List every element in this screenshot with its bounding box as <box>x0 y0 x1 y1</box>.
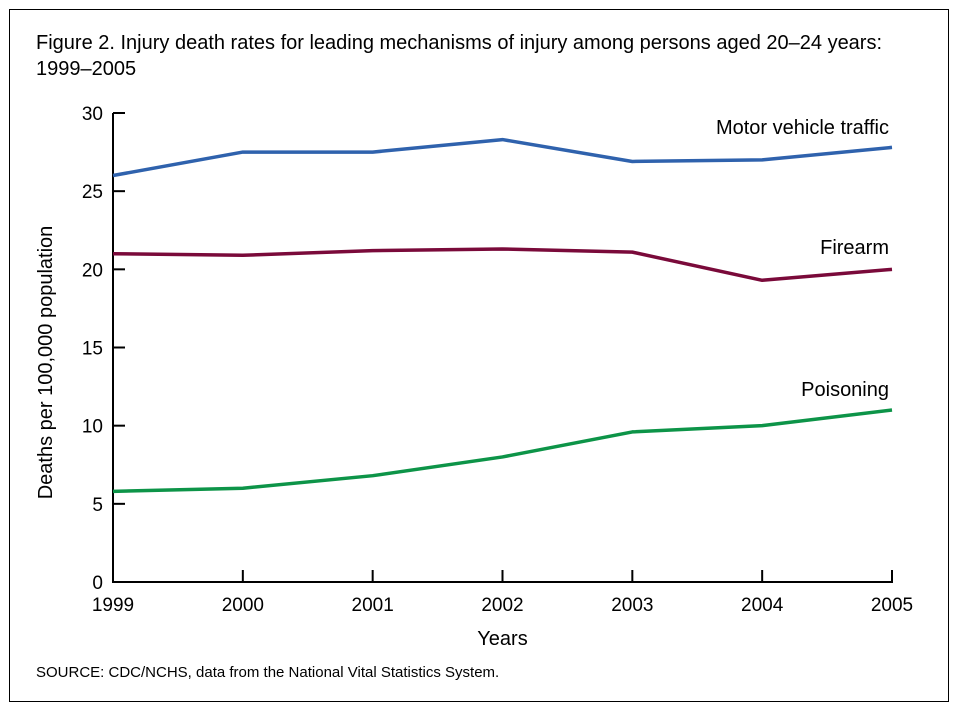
source-note: SOURCE: CDC/NCHS, data from the National… <box>36 664 500 681</box>
x-tick-label: 2005 <box>871 595 913 616</box>
series-line-motor-vehicle-traffic <box>112 137 893 178</box>
y-tick-label: 25 <box>82 182 103 203</box>
y-axis-label: Deaths per 100,000 population <box>35 226 57 500</box>
x-axis-label: Years <box>477 628 527 650</box>
y-tick-label: 0 <box>92 573 103 594</box>
y-tick-label: 20 <box>82 260 103 281</box>
x-tick-label: 2000 <box>222 595 264 616</box>
series-label: Firearm <box>820 237 889 259</box>
x-tick-label: 2004 <box>741 595 784 616</box>
y-tick-label: 15 <box>82 339 103 360</box>
y-tick-label: 10 <box>82 417 103 438</box>
y-tick-label: 5 <box>92 495 103 516</box>
series-line-poisoning <box>112 408 893 494</box>
series-label: Motor vehicle traffic <box>716 117 889 139</box>
x-tick-label: 2002 <box>481 595 523 616</box>
figure-frame <box>9 9 949 702</box>
series-line-firearm <box>112 247 893 283</box>
chart-title: Figure 2. Injury death rates for leading… <box>36 32 883 80</box>
x-tick-label: 2003 <box>611 595 653 616</box>
y-tick-label: 30 <box>82 104 103 125</box>
x-tick-label: 2001 <box>352 595 394 616</box>
x-tick-label: 1999 <box>92 595 134 616</box>
series-label: Poisoning <box>801 379 889 401</box>
